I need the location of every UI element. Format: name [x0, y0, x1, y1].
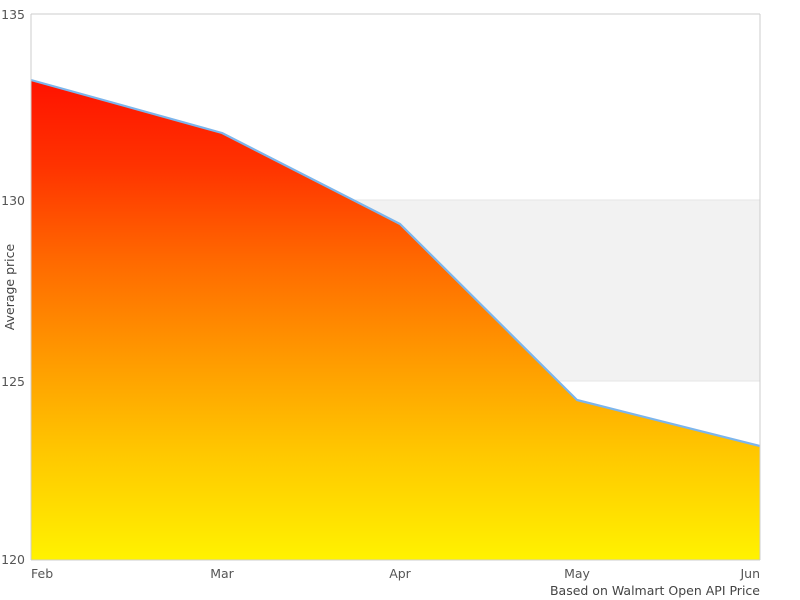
x-tick-label-may: May [564, 566, 590, 581]
y-tick-label-125: 125 [1, 374, 25, 389]
x-tick-label-apr: Apr [389, 566, 411, 581]
y-axis-title: Average price [2, 243, 17, 330]
x-tick-label-feb: Feb [31, 566, 53, 581]
y-tick-label-120: 120 [1, 552, 25, 567]
y-tick-label-135: 135 [1, 7, 25, 22]
series-group [31, 78, 760, 560]
area-line-average-price [31, 78, 760, 448]
x-tick-label-jun: Jun [739, 566, 760, 581]
x-tick-label-mar: Mar [210, 566, 234, 581]
x-axis-title: Based on Walmart Open API Price [550, 583, 760, 598]
y-tick-label-130: 130 [1, 193, 25, 208]
area-fill-average-price [31, 80, 760, 560]
